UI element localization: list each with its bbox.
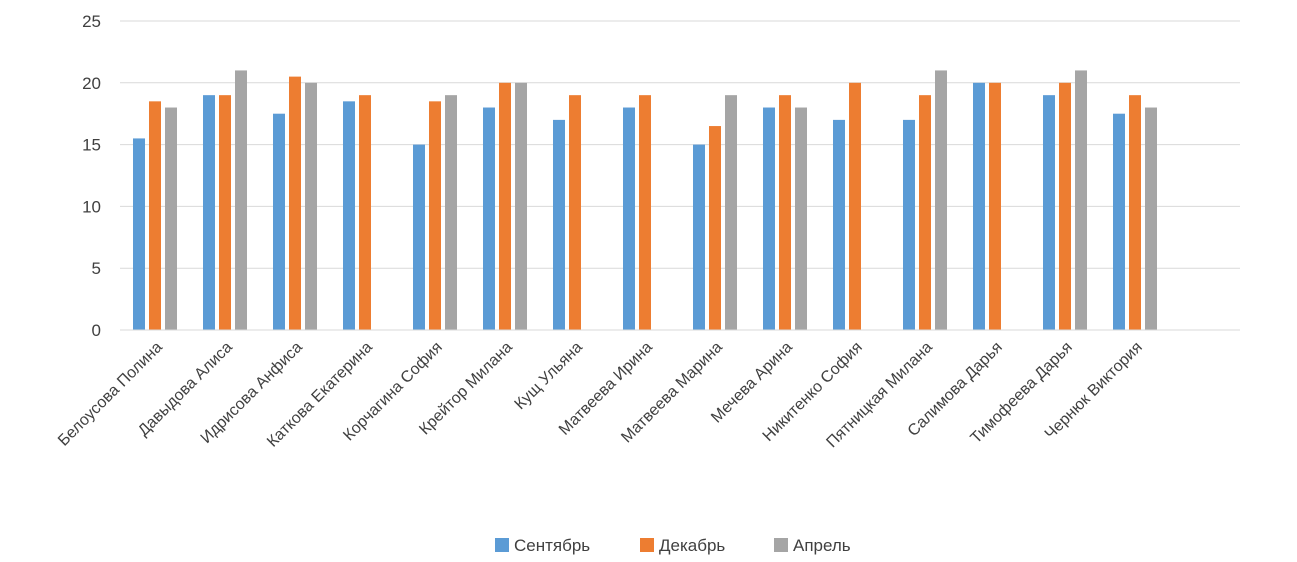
bar-2-14 [1145,107,1157,331]
bar-0-4 [413,144,425,330]
y-tick-label-1: 5 [92,259,101,278]
bar-0-6 [553,119,565,330]
bar-1-14 [1129,95,1141,330]
y-axis-ticks: 0 5 10 15 20 25 [82,12,101,340]
bar-1-12 [989,82,1001,330]
bar-0-5 [483,107,495,331]
gridlines [120,20,1240,269]
series-2 [165,70,1157,331]
series-0 [133,82,1125,331]
legend-swatch-1 [640,538,654,552]
y-tick-label-0: 0 [92,321,101,340]
bar-0-9 [763,107,775,331]
bars [133,70,1157,331]
legend-label-0: Сентябрь [514,536,590,555]
bar-0-0 [133,138,145,330]
bar-1-7 [639,95,651,330]
legend: Сентябрь Декабрь Апрель [495,536,851,555]
y-tick-label-3: 15 [82,136,101,155]
legend-swatch-2 [774,538,788,552]
bar-1-0 [149,101,161,330]
bar-2-2 [305,82,317,330]
bar-2-8 [725,95,737,330]
bar-1-5 [499,82,511,330]
bar-2-11 [935,70,947,330]
bar-1-10 [849,82,861,330]
bar-1-3 [359,95,371,330]
bar-0-8 [693,144,705,330]
bar-2-0 [165,107,177,331]
legend-label-1: Декабрь [659,536,725,555]
y-tick-label-5: 25 [82,12,101,31]
legend-item-2: Апрель [774,536,851,555]
bar-2-1 [235,70,247,330]
bar-0-13 [1043,95,1055,330]
bar-1-1 [219,95,231,330]
bar-0-11 [903,119,915,330]
bar-0-10 [833,119,845,330]
y-tick-label-2: 10 [82,197,101,216]
bar-1-11 [919,95,931,330]
bar-0-14 [1113,113,1125,330]
series-1 [149,76,1141,331]
legend-item-0: Сентябрь [495,536,590,555]
x-tick-label-6: Кущ Ульяна [512,339,586,413]
bar-0-1 [203,95,215,330]
bar-1-2 [289,76,301,331]
bar-1-8 [709,126,721,330]
bar-1-4 [429,101,441,330]
bar-2-5 [515,82,527,330]
bar-1-6 [569,95,581,330]
bar-0-7 [623,107,635,331]
bar-0-12 [973,82,985,330]
bar-0-3 [343,101,355,330]
legend-label-2: Апрель [793,536,851,555]
bar-1-13 [1059,82,1071,330]
y-tick-label-4: 20 [82,74,101,93]
legend-item-1: Декабрь [640,536,725,555]
bar-2-9 [795,107,807,331]
bar-0-2 [273,113,285,330]
bar-2-4 [445,95,457,330]
bar-2-13 [1075,70,1087,330]
legend-swatch-0 [495,538,509,552]
bar-1-9 [779,95,791,330]
